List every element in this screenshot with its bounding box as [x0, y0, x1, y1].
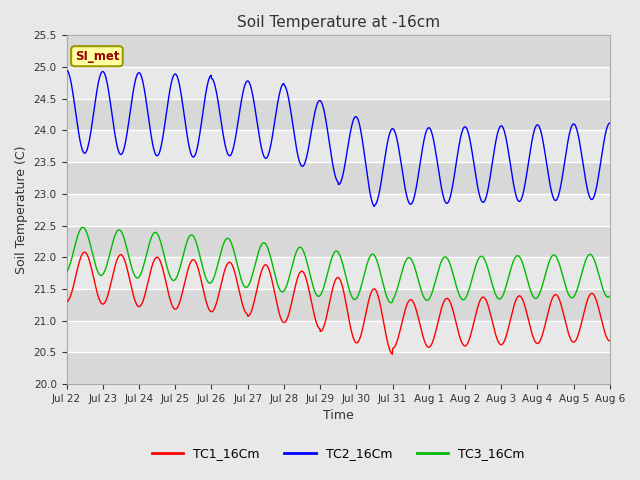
TC2_16Cm [537, 128, 545, 134]
TC2_16Cm [157, 145, 164, 151]
Bar [67, 352, 610, 384]
Bar [67, 257, 610, 289]
Text: SI_met: SI_met [75, 50, 119, 63]
X-axis label: Time: Time [323, 409, 353, 422]
TC2_16Cm [125, 121, 132, 127]
Title: Soil Temperature at -16cm: Soil Temperature at -16cm [237, 15, 440, 30]
Bar [67, 226, 610, 257]
Line: TC2_16Cm: TC2_16Cm [67, 70, 610, 206]
TC3_16Cm [63, 269, 70, 275]
Legend: TC1_16Cm, TC2_16Cm, TC3_16Cm: TC1_16Cm, TC2_16Cm, TC3_16Cm [147, 442, 530, 465]
TC1_16Cm [596, 309, 604, 315]
TC1_16Cm [81, 249, 88, 255]
TC3_16Cm [295, 245, 303, 251]
Bar [67, 321, 610, 352]
TC2_16Cm [606, 120, 614, 126]
Bar [67, 194, 610, 226]
TC1_16Cm [295, 272, 303, 278]
Bar [67, 131, 610, 162]
Line: TC1_16Cm: TC1_16Cm [67, 252, 610, 354]
TC3_16Cm [606, 293, 614, 299]
TC1_16Cm [537, 336, 545, 342]
Bar [67, 99, 610, 131]
TC3_16Cm [537, 287, 545, 293]
TC2_16Cm [596, 168, 604, 174]
TC2_16Cm [271, 118, 279, 123]
TC1_16Cm [125, 272, 132, 278]
TC1_16Cm [606, 338, 614, 344]
Line: TC3_16Cm: TC3_16Cm [67, 228, 610, 303]
TC1_16Cm [271, 292, 279, 298]
TC1_16Cm [388, 351, 396, 357]
TC1_16Cm [63, 299, 70, 304]
TC2_16Cm [371, 204, 378, 209]
Bar [67, 162, 610, 194]
TC3_16Cm [125, 253, 132, 259]
TC3_16Cm [157, 240, 164, 246]
TC3_16Cm [271, 273, 279, 278]
Bar [67, 289, 610, 321]
TC1_16Cm [157, 260, 164, 266]
TC3_16Cm [596, 275, 604, 280]
TC3_16Cm [79, 225, 86, 230]
Y-axis label: Soil Temperature (C): Soil Temperature (C) [15, 145, 28, 274]
TC3_16Cm [387, 300, 395, 306]
TC2_16Cm [294, 155, 302, 161]
Bar [67, 36, 610, 67]
TC2_16Cm [63, 67, 70, 73]
Bar [67, 67, 610, 99]
